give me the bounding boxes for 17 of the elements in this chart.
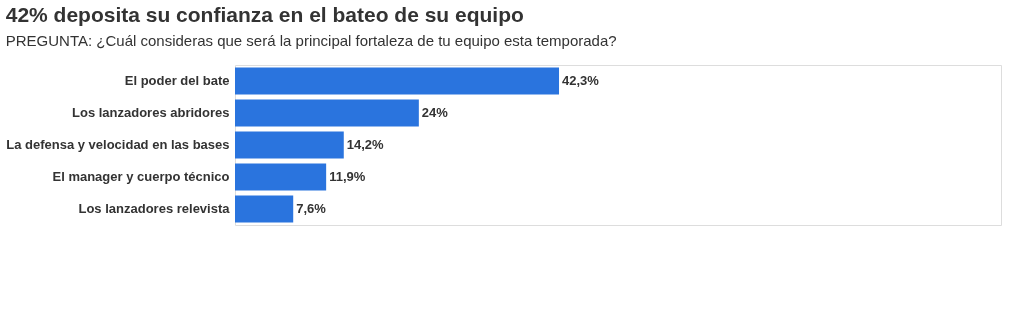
bar — [235, 99, 419, 127]
bar — [235, 67, 560, 95]
data-label: 24% — [421, 105, 449, 120]
y-tick-label: El poder del bate — [124, 73, 230, 88]
bar — [235, 195, 294, 223]
y-tick-label: Los lanzadores relevista — [78, 201, 231, 216]
y-tick-label: La defensa y velocidad en las bases — [6, 137, 230, 152]
chart-title: 42% deposita su confianza en el bateo de su equipo — [5, 3, 524, 26]
data-label: 14,2% — [346, 137, 385, 152]
bar — [235, 163, 327, 191]
data-label: 11,9% — [329, 169, 366, 184]
bar — [235, 131, 344, 159]
data-label: 42,3% — [562, 73, 600, 88]
chart-subtitle: PREGUNTA: ¿Cuál consideras que será la principal fortaleza de tu equipo esta temporada? — [5, 32, 617, 49]
data-label: 7,6% — [296, 201, 327, 216]
y-tick-label: Los lanzadores abridores — [72, 105, 230, 120]
y-tick-label: El manager y cuerpo técnico — [52, 169, 230, 184]
